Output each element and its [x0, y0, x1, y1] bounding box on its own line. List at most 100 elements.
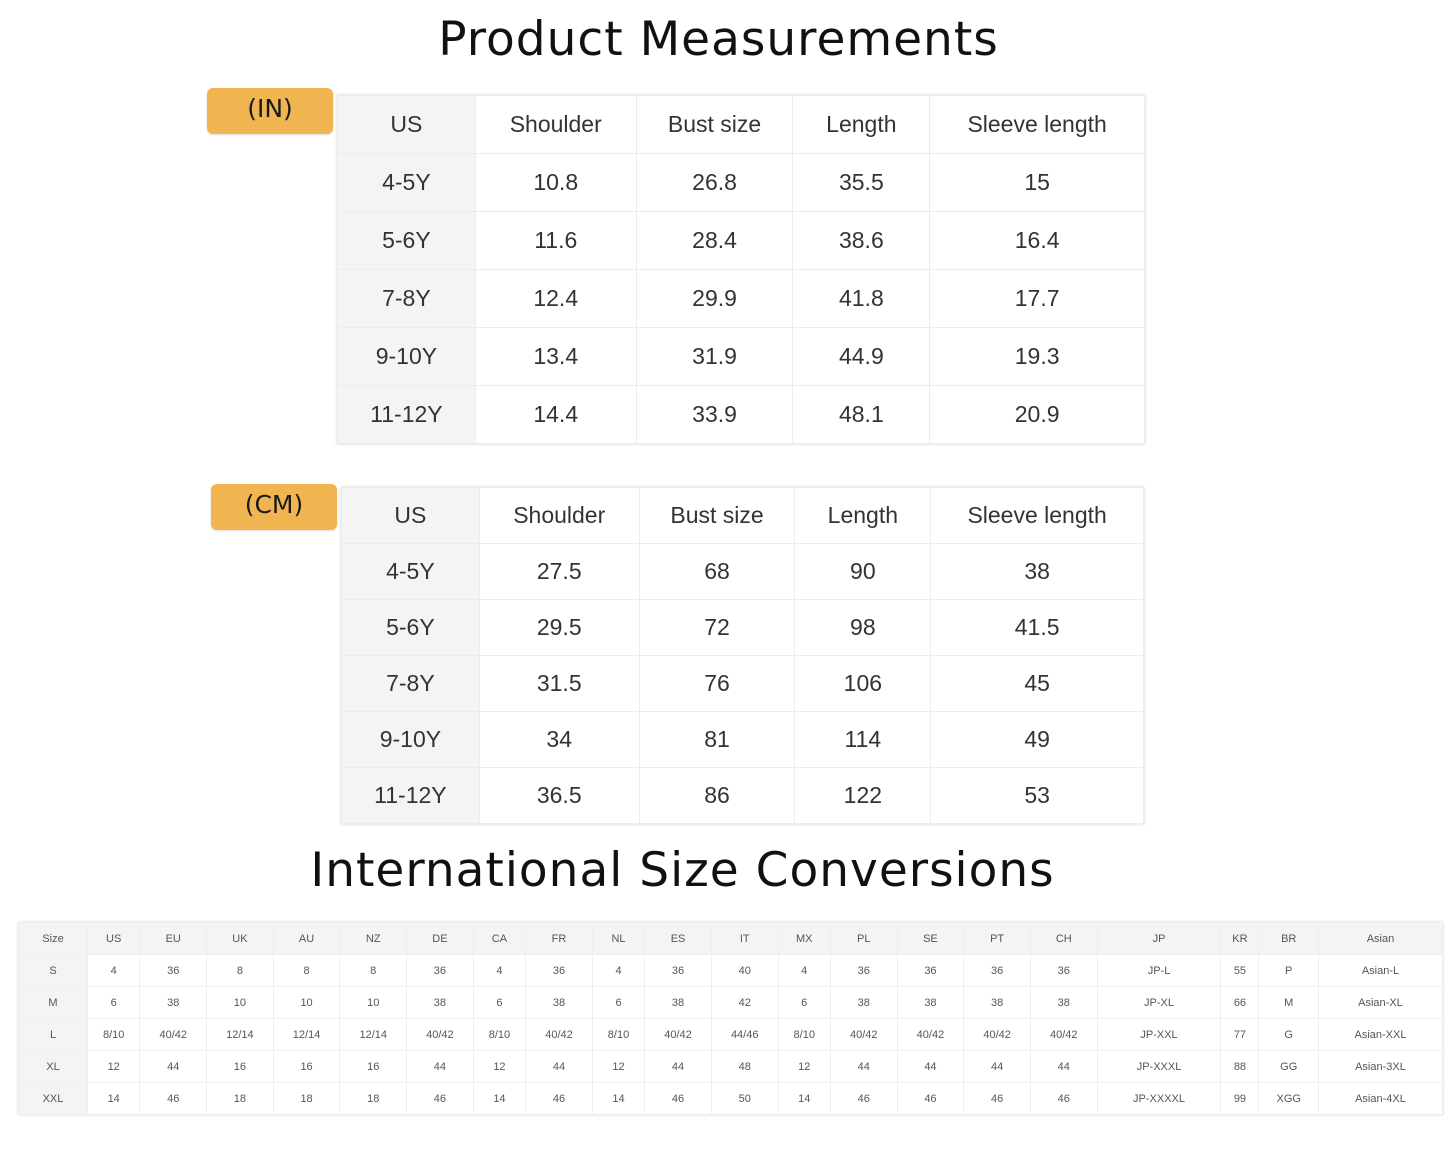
- table-cell: 10: [206, 986, 274, 1019]
- table-cell: 9-10Y: [337, 327, 476, 386]
- table-cell: 41.8: [792, 269, 931, 328]
- column-header: EU: [139, 922, 208, 955]
- table-cell: 12: [86, 1050, 141, 1083]
- table-cell: 13.4: [474, 327, 637, 386]
- column-header: CH: [1029, 922, 1098, 955]
- table-cell: 40: [710, 954, 779, 987]
- column-header: MX: [777, 922, 831, 955]
- table-cell: 6: [777, 986, 831, 1019]
- table-cell: 44: [896, 1050, 965, 1083]
- table-cell: 17.7: [929, 269, 1145, 328]
- cm-measurement-table: US Shoulder Bust size Length Sleeve length 4-…: [341, 487, 1144, 824]
- column-header: JP: [1096, 922, 1222, 955]
- table-cell: 99: [1220, 1082, 1260, 1115]
- column-header: Size: [18, 922, 88, 955]
- table-cell: JP-XXXL: [1096, 1050, 1222, 1083]
- table-row: 7-8Y 31.5 76 106 45: [341, 655, 1144, 712]
- column-header: UK: [206, 922, 274, 955]
- table-cell: Asian-XL: [1317, 986, 1444, 1019]
- column-header: NZ: [339, 922, 408, 955]
- table-cell: 9-10Y: [341, 711, 480, 768]
- table-cell: 18: [206, 1082, 274, 1115]
- table-cell: 15: [929, 153, 1145, 212]
- table-cell: 35.5: [792, 153, 931, 212]
- table-cell: 16: [339, 1050, 408, 1083]
- table-cell: 46: [1029, 1082, 1098, 1115]
- table-cell: 46: [525, 1082, 593, 1115]
- table-cell: 12: [777, 1050, 831, 1083]
- table-cell: Asian-L: [1317, 954, 1444, 987]
- table-cell: JP-XXXXL: [1096, 1082, 1222, 1115]
- table-cell: 16: [206, 1050, 274, 1083]
- table-cell: 10: [339, 986, 408, 1019]
- table-row: 11-12Y 36.5 86 122 53: [341, 767, 1144, 824]
- conversion-title: International Size Conversions: [310, 843, 1055, 898]
- table-cell: 38: [963, 986, 1031, 1019]
- table-cell: 6: [591, 986, 646, 1019]
- table-cell: 12/14: [339, 1018, 408, 1051]
- table-cell: 40/42: [896, 1018, 965, 1051]
- table-cell: 48.1: [792, 385, 931, 444]
- column-header: SE: [896, 922, 965, 955]
- table-cell: 46: [644, 1082, 712, 1115]
- inches-measurement-table: US Shoulder Bust size Length Sleeve length 4-…: [337, 95, 1145, 444]
- table-cell: L: [18, 1018, 88, 1051]
- table-cell: 36: [963, 954, 1031, 987]
- table-cell: 16: [272, 1050, 341, 1083]
- header-row: US Shoulder Bust size Length Sleeve length: [341, 487, 1144, 544]
- table-cell: 88: [1220, 1050, 1260, 1083]
- table-cell: 41.5: [930, 599, 1144, 656]
- table-cell: 45: [930, 655, 1144, 712]
- table-cell: 38: [406, 986, 474, 1019]
- table-cell: 36: [406, 954, 474, 987]
- table-cell: Asian-XXL: [1317, 1018, 1444, 1051]
- table-cell: 49: [930, 711, 1144, 768]
- table-cell: 14.4: [474, 385, 637, 444]
- table-cell: 46: [139, 1082, 208, 1115]
- table-cell: 40/42: [644, 1018, 712, 1051]
- table-cell: 27.5: [478, 543, 640, 600]
- inches-unit-tag: (IN): [207, 88, 333, 134]
- table-row: 5-6Y 11.6 28.4 38.6 16.4: [337, 211, 1145, 270]
- cm-unit-tag: (CM): [211, 484, 337, 530]
- table-cell: 122: [794, 767, 932, 824]
- table-cell: 36: [644, 954, 712, 987]
- table-cell: 8: [272, 954, 341, 987]
- table-cell: 33.9: [635, 385, 794, 444]
- table-cell: 4: [86, 954, 141, 987]
- table-row: 9-10Y 34 81 114 49: [341, 711, 1144, 768]
- table-cell: P: [1258, 954, 1319, 987]
- table-row: XL 12 44 16 16 16 44 12 44 12 44 48 12 44 44 44 44 JP-XXX…: [18, 1050, 1444, 1083]
- table-cell: 46: [829, 1082, 898, 1115]
- table-cell: 106: [794, 655, 932, 712]
- table-cell: 4: [777, 954, 831, 987]
- table-cell: XL: [18, 1050, 88, 1083]
- column-header: US: [86, 922, 141, 955]
- column-header: Asian: [1317, 922, 1444, 955]
- table-cell: 5-6Y: [341, 599, 480, 656]
- table-cell: 42: [710, 986, 779, 1019]
- table-cell: 36: [139, 954, 208, 987]
- table-cell: 40/42: [829, 1018, 898, 1051]
- table-row: 5-6Y 29.5 72 98 41.5: [341, 599, 1144, 656]
- table-cell: 44: [525, 1050, 593, 1083]
- page-title: Product Measurements: [438, 12, 999, 67]
- table-cell: 19.3: [929, 327, 1145, 386]
- table-row: M 6 38 10 10 10 38 6 38 6 38 42 6 38 38 38 38 JP-XL 66 M Asi…: [18, 986, 1444, 1019]
- table-cell: 10: [272, 986, 341, 1019]
- table-cell: 14: [86, 1082, 141, 1115]
- table-cell: G: [1258, 1018, 1319, 1051]
- table-cell: 53: [930, 767, 1144, 824]
- table-row: 4-5Y 27.5 68 90 38: [341, 543, 1144, 600]
- table-cell: 40/42: [1029, 1018, 1098, 1051]
- table-cell: 46: [963, 1082, 1031, 1115]
- size-conversion-table: Size US EU UK AU NZ DE CA FR NL ES IT MX PL SE PT CH JP KR…: [18, 922, 1444, 1115]
- table-cell: 26.8: [635, 153, 794, 212]
- table-cell: 4-5Y: [337, 153, 476, 212]
- table-cell: 81: [638, 711, 796, 768]
- table-cell: 36: [829, 954, 898, 987]
- table-cell: S: [18, 954, 88, 987]
- table-cell: 90: [794, 543, 932, 600]
- table-cell: 36: [525, 954, 593, 987]
- table-cell: 44: [644, 1050, 712, 1083]
